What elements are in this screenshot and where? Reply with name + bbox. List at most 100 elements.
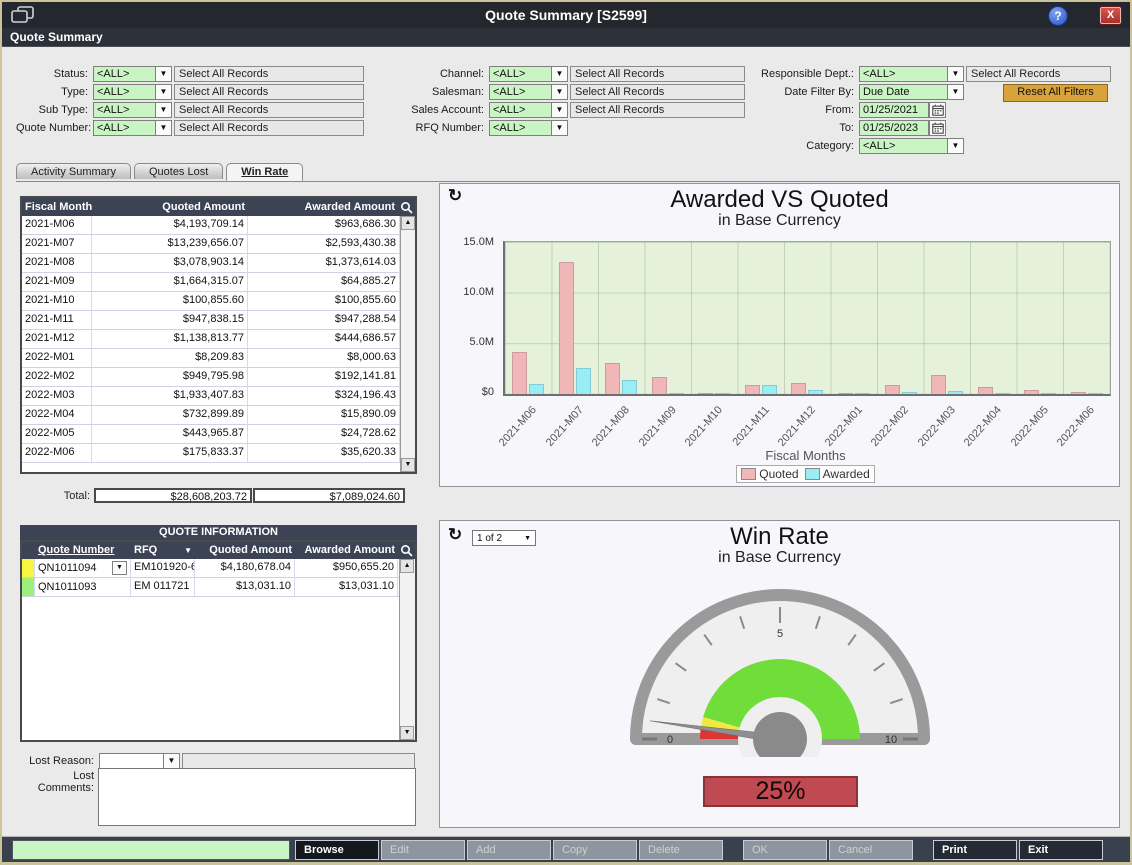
filter-select-responsible-dept[interactable]: <ALL> (859, 66, 947, 82)
column-header-label: Quote Number (38, 544, 115, 556)
dropdown-arrow-icon[interactable]: ▼ (551, 66, 568, 82)
lost-comments-input[interactable] (98, 768, 416, 826)
table-row[interactable]: QN1011093 EM 011721 $13,031.10 $13,031.10 (22, 578, 400, 597)
filter-select-quote-number[interactable]: <ALL> (93, 120, 155, 136)
dropdown-arrow-icon[interactable]: ▼ (163, 753, 180, 769)
dropdown-arrow-icon[interactable]: ▼ (551, 120, 568, 136)
table-row[interactable]: 2022-M01 $8,209.83 $8,000.63 (22, 349, 400, 368)
refresh-icon[interactable]: ↻ (448, 186, 463, 205)
table-row[interactable]: 2022-M02 $949,795.98 $192,141.81 (22, 368, 400, 387)
column-header-quoted-amount[interactable]: Quoted Amount (162, 201, 245, 213)
date-field-to[interactable]: 01/25/2023 (859, 120, 929, 136)
column-header-quote-number[interactable]: Quote Number (35, 542, 131, 559)
filter-select-status[interactable]: <ALL> (93, 66, 155, 82)
tab-quotes-lost[interactable]: Quotes Lost (133, 163, 224, 179)
table-row[interactable]: 2021-M06 $4,193,709.14 $963,686.30 (22, 216, 400, 235)
filter-select-salesman[interactable]: <ALL> (489, 84, 551, 100)
quote-table-scrollbar[interactable]: ▲ ▼ (399, 559, 415, 740)
bar-group-2021-m09 (651, 242, 684, 394)
cell-quoted-amount: $175,833.37 (92, 444, 248, 462)
table-row[interactable]: 2022-M03 $1,933,407.83 $324,196.43 (22, 387, 400, 406)
dropdown-arrow-icon[interactable]: ▼ (947, 138, 964, 154)
cell-fiscal-month: 2021-M07 (22, 235, 92, 253)
scroll-down-icon[interactable]: ▼ (401, 458, 415, 472)
toolbar-button-delete[interactable]: Delete (639, 839, 723, 860)
dropdown-arrow-icon[interactable]: ▼ (947, 66, 964, 82)
scroll-down-icon[interactable]: ▼ (400, 726, 415, 740)
reset-all-filters-button[interactable]: Reset All Filters (1003, 84, 1108, 102)
search-icon[interactable] (398, 198, 415, 216)
table-row[interactable]: 2022-M04 $732,899.89 $15,890.09 (22, 406, 400, 425)
gauge-pager-select[interactable]: 1 of 2 ▼ (472, 530, 536, 546)
scroll-up-icon[interactable]: ▲ (400, 559, 415, 573)
cell-fiscal-month: 2022-M05 (22, 425, 92, 443)
filter-select-date-filter-by[interactable]: Due Date (859, 84, 947, 100)
help-icon[interactable]: ? (1048, 6, 1068, 26)
table-row[interactable]: 2021-M09 $1,664,315.07 $64,885.27 (22, 273, 400, 292)
filter-display-channel: Select All Records (570, 66, 745, 82)
x-tick-label: 2021-M06 (496, 404, 539, 449)
table-row[interactable]: 2022-M06 $175,833.37 $35,620.33 (22, 444, 400, 463)
table-row[interactable]: QN1011094 ▼ EM101920-6 $4,180,678.04 $950,65… (22, 559, 400, 578)
gauge-hub (753, 712, 807, 766)
toolbar-button-ok[interactable]: OK (743, 839, 827, 860)
gauge-subtitle: in Base Currency (718, 549, 841, 566)
cell-quoted-amount: $1,664,315.07 (92, 273, 248, 291)
column-header-fiscal-month[interactable]: Fiscal Month ▲ (22, 198, 92, 216)
scroll-up-icon[interactable]: ▲ (401, 216, 415, 230)
table-row[interactable]: 2022-M05 $443,965.87 $24,728.62 (22, 425, 400, 444)
column-header-awarded-amount[interactable]: Awarded Amount (304, 544, 395, 556)
column-header-quoted-amount[interactable]: Quoted Amount (209, 544, 292, 556)
legend-swatch (741, 468, 757, 480)
toolbar-button-edit[interactable]: Edit (381, 839, 465, 860)
table-row[interactable]: 2021-M12 $1,138,813.77 $444,686.57 (22, 330, 400, 349)
legend-box: Quoted Awarded (736, 465, 875, 483)
dropdown-arrow-icon[interactable]: ▼ (155, 120, 172, 136)
toolbar-button-browse[interactable]: Browse (295, 839, 379, 860)
cell-quoted-amount: $100,855.60 (92, 292, 248, 310)
toolbar-button-exit[interactable]: Exit (1019, 839, 1103, 860)
cascade-windows-icon[interactable] (10, 5, 36, 31)
toolbar-button-add[interactable]: Add (467, 839, 551, 860)
filter-select-type[interactable]: <ALL> (93, 84, 155, 100)
dropdown-arrow-icon[interactable]: ▼ (551, 102, 568, 118)
close-icon[interactable]: X (1099, 6, 1122, 25)
column-header-label: Fiscal Month (25, 201, 92, 213)
tab-win-rate[interactable]: Win Rate (226, 163, 304, 181)
filter-select-channel[interactable]: <ALL> (489, 66, 551, 82)
column-header-awarded-amount[interactable]: Awarded Amount (304, 201, 395, 213)
tab-activity-summary[interactable]: Activity Summary (16, 163, 131, 179)
gauge-pager-value: 1 of 2 (477, 532, 503, 544)
date-field-from[interactable]: 01/25/2021 (859, 102, 929, 118)
dropdown-arrow-icon[interactable]: ▼ (947, 84, 964, 100)
filter-select-sub-type[interactable]: <ALL> (93, 102, 155, 118)
dropdown-arrow-icon[interactable]: ▼ (551, 84, 568, 100)
dropdown-arrow-icon[interactable]: ▼ (112, 561, 127, 575)
table-row[interactable]: 2021-M07 $13,239,656.07 $2,593,430.38 (22, 235, 400, 254)
bar-quoted-2021-m11 (744, 385, 760, 394)
fiscal-table-scrollbar[interactable]: ▲ ▼ (400, 216, 415, 472)
filter-arrow-icon[interactable]: ▼ (184, 546, 192, 555)
dropdown-arrow-icon[interactable]: ▼ (155, 102, 172, 118)
table-row[interactable]: 2021-M11 $947,838.15 $947,288.54 (22, 311, 400, 330)
filter-select-category[interactable]: <ALL> (859, 138, 947, 154)
search-icon[interactable] (398, 542, 415, 559)
cell-awarded-amount: $947,288.54 (248, 311, 400, 329)
calendar-icon[interactable] (929, 102, 946, 118)
lost-reason-select[interactable] (99, 753, 163, 769)
filter-select-sales-account[interactable]: <ALL> (489, 102, 551, 118)
dropdown-arrow-icon[interactable]: ▼ (155, 84, 172, 100)
dropdown-arrow-icon[interactable]: ▼ (155, 66, 172, 82)
calendar-icon[interactable] (929, 120, 946, 136)
table-row[interactable]: 2021-M08 $3,078,903.14 $1,373,614.03 (22, 254, 400, 273)
toolbar-button-print[interactable]: Print (933, 839, 1017, 860)
toolbar-button-cancel[interactable]: Cancel (829, 839, 913, 860)
bar-quoted-2021-m09 (651, 377, 667, 394)
toolbar-button-copy[interactable]: Copy (553, 839, 637, 860)
table-row[interactable]: 2021-M10 $100,855.60 $100,855.60 (22, 292, 400, 311)
filter-select-rfq-number[interactable]: <ALL> (489, 120, 551, 136)
column-header-rfq[interactable]: RFQ ▼ (131, 542, 195, 559)
bar-awarded-2021-m07 (575, 368, 591, 394)
refresh-icon[interactable]: ↻ (448, 525, 463, 544)
